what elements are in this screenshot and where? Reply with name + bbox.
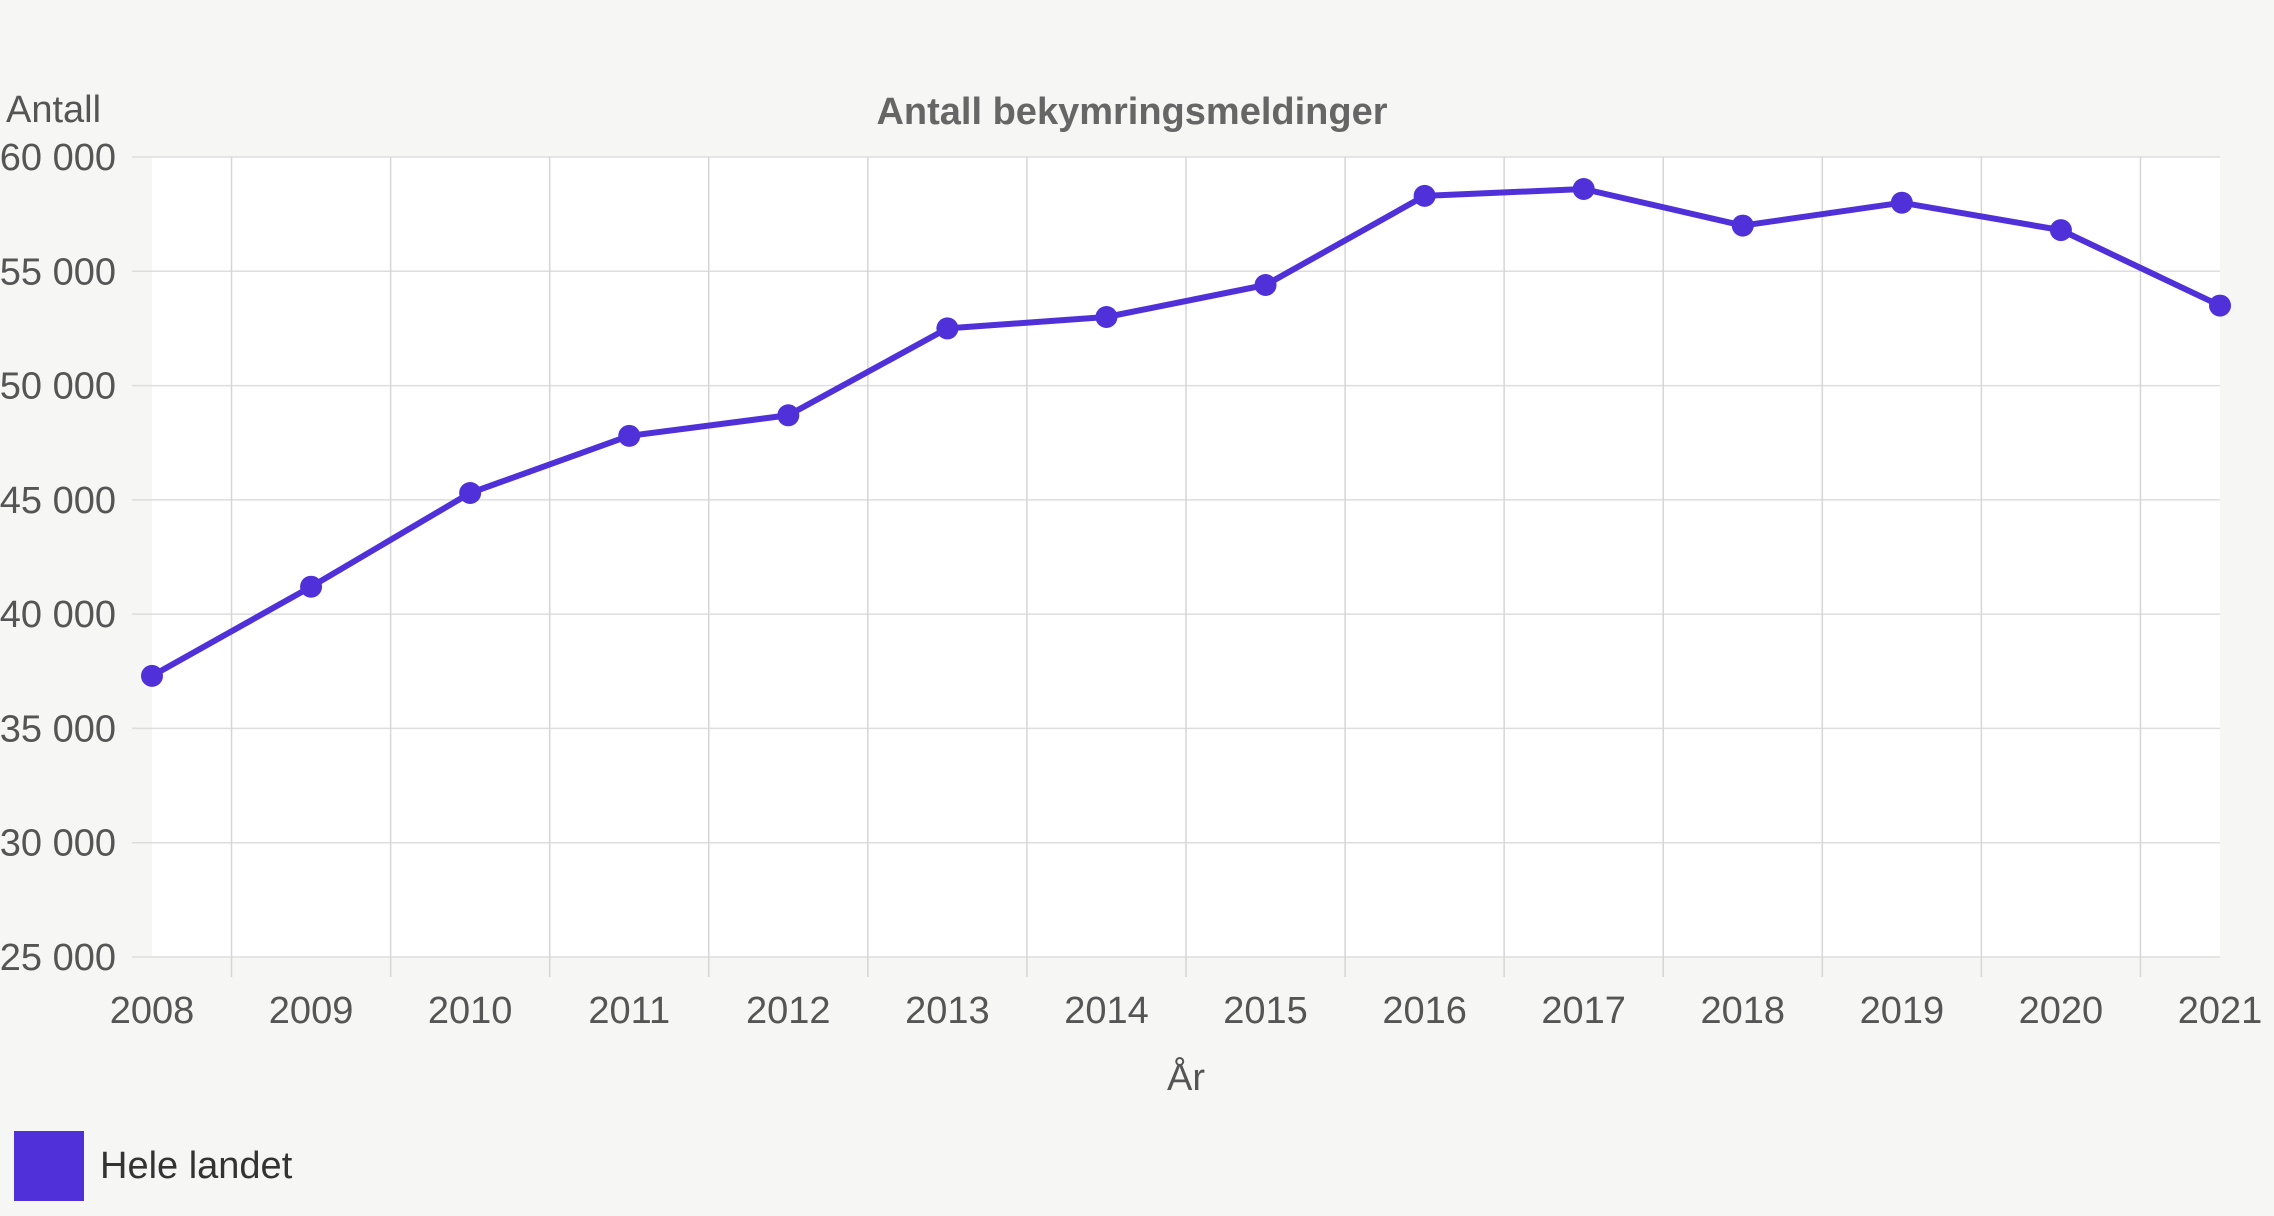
y-tick-label: 55 000: [0, 251, 116, 293]
legend-swatch[interactable]: [14, 1131, 84, 1201]
series-line: [149, 186, 2223, 679]
data-point: [1890, 191, 1913, 214]
y-tick-label: 35 000: [0, 708, 116, 750]
x-tick-label: 2018: [1700, 990, 1785, 1032]
x-tick-label: 2020: [2019, 990, 2104, 1032]
y-tick-label: 60 000: [0, 137, 116, 179]
data-point: [1254, 274, 1277, 296]
x-tick-label: 2014: [1064, 990, 1149, 1032]
legend: Hele landet: [14, 1130, 292, 1202]
x-tick-label: 2019: [1860, 990, 1945, 1032]
data-point: [1572, 178, 1595, 200]
data-point: [2049, 219, 2072, 242]
x-tick-label: 2017: [1541, 990, 1626, 1032]
data-point: [300, 575, 323, 598]
x-tick-label: 2011: [588, 990, 670, 1032]
data-point: [618, 424, 641, 447]
x-tick-label: 2008: [110, 990, 195, 1032]
y-axis-label: Antall: [6, 89, 101, 131]
y-tick-label: 50 000: [0, 366, 116, 408]
y-tick-label: 40 000: [0, 594, 116, 636]
x-tick-label: 2021: [2178, 990, 2263, 1032]
data-point: [2209, 294, 2231, 317]
x-tick-label: 2016: [1382, 990, 1467, 1032]
x-tick-label: 2013: [905, 990, 990, 1032]
data-point: [459, 482, 482, 504]
y-tick-label: 30 000: [0, 823, 116, 865]
data-point: [141, 664, 163, 687]
data-point: [777, 404, 800, 427]
data-point: [1413, 184, 1436, 207]
y-tick-label: 25 000: [0, 937, 116, 979]
x-axis-label: År: [1167, 1055, 1205, 1099]
x-tick-label: 2012: [746, 990, 831, 1032]
x-tick-label: 2009: [269, 990, 354, 1032]
y-tick-label: 45 000: [0, 480, 116, 522]
legend-label: Hele landet: [100, 1144, 293, 1187]
x-tick-label: 2010: [428, 990, 513, 1032]
data-point: [1095, 306, 1118, 328]
chart-title: Antall bekymringsmeldinger: [876, 91, 1387, 133]
data-point: [1731, 214, 1754, 237]
data-point: [936, 317, 959, 340]
x-tick-label: 2015: [1223, 990, 1308, 1032]
